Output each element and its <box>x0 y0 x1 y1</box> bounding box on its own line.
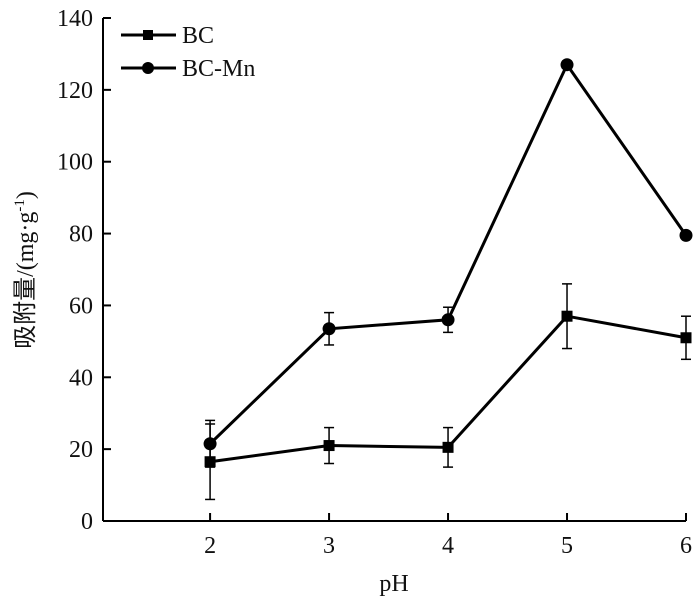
y-tick-label: 100 <box>57 150 93 176</box>
data-point-bc-mn <box>441 313 455 327</box>
x-tick-label: 3 <box>323 533 335 559</box>
data-point-bc <box>323 440 335 452</box>
data-point-bc-mn <box>322 322 336 336</box>
x-tick-label: 4 <box>442 533 454 559</box>
legend: BC BC-Mn <box>121 23 255 82</box>
x-tick-label: 6 <box>680 533 692 559</box>
y-tick-label: 20 <box>69 437 93 463</box>
data-point-bc <box>204 456 216 468</box>
data-point-bc-mn <box>203 437 217 451</box>
x-tick-label: 5 <box>561 533 573 559</box>
data-point-bc-mn <box>560 58 574 72</box>
ticks: 0 20 40 60 80 100 120 140 2 3 4 5 6 <box>57 6 692 559</box>
data-point-bc <box>680 332 692 344</box>
y-tick-label: 80 <box>69 222 93 248</box>
axes <box>102 18 686 522</box>
legend-label-bc: BC <box>182 23 214 49</box>
legend-label-bc-mn: BC-Mn <box>182 56 255 82</box>
y-axis-label-end: ) <box>13 191 39 199</box>
y-tick-label: 40 <box>69 365 93 391</box>
data-point-bc <box>561 310 573 322</box>
legend-entry-bc-mn: BC-Mn <box>121 56 255 82</box>
legend-marker-circle <box>142 62 154 74</box>
data-point-bc <box>442 441 454 453</box>
y-tick-label: 140 <box>57 6 93 32</box>
x-tick-label: 2 <box>204 533 216 559</box>
y-axis-label-superscript: -1 <box>12 199 28 212</box>
data-point-bc-mn <box>679 228 693 242</box>
y-axis-label-main: 吸附量/(mg·g <box>12 212 39 349</box>
y-tick-label: 0 <box>81 509 93 535</box>
series-lines <box>209 61 688 464</box>
y-tick-label: 120 <box>57 78 93 104</box>
y-tick-label: 60 <box>69 293 93 319</box>
x-axis-label: pH <box>379 571 408 597</box>
y-axis-label: 吸附量/(mg·g-1) <box>12 191 39 349</box>
series-line-bc-mn <box>209 61 688 445</box>
legend-marker-square <box>143 30 153 40</box>
legend-entry-bc: BC <box>121 23 214 49</box>
data-markers <box>203 58 693 468</box>
